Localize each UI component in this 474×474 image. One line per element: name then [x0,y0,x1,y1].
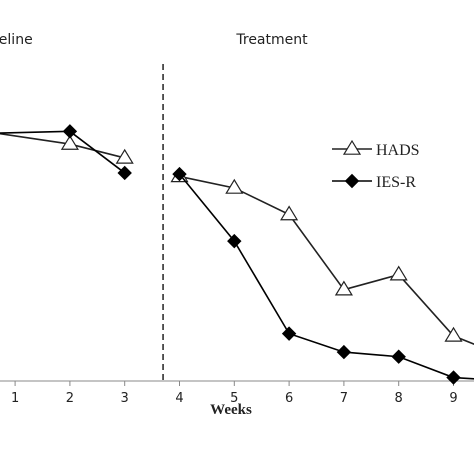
data-point [227,233,242,249]
data-point [60,134,79,150]
x-tick-label: 3 [121,391,129,406]
x-tick-label: 9 [449,391,457,406]
data-point [280,205,299,221]
x-axis-title: Weeks [210,402,252,418]
legend: HADS IES-R [332,139,420,191]
data-point [336,344,352,360]
series-line [178,173,474,380]
phase-label-baseline: Baseline [0,32,33,48]
x-tick-label: 7 [340,391,348,406]
legend-label: HADS [376,142,420,159]
series-ies-r [0,124,474,385]
data-point [225,178,244,194]
series-line [0,130,126,174]
data-point [446,370,461,385]
data-point [389,265,408,281]
x-tick-label: 6 [285,391,293,406]
x-tick-label: 2 [66,391,74,406]
data-point [117,165,132,181]
series-layer [0,124,474,385]
data-point [444,326,463,342]
legend-marker [342,139,362,155]
data-point [391,349,406,364]
x-tick-label: 5 [230,391,238,406]
legend-label: IES-R [376,174,416,191]
data-point [172,166,187,182]
data-point [281,326,297,341]
series-line [179,175,474,345]
x-tick-label: 8 [395,391,403,406]
data-point [62,124,78,139]
phase-label-treatment: Treatment [235,32,308,48]
data-point [334,280,353,296]
series-line [0,132,125,159]
legend-marker [344,173,360,189]
data-point [115,148,134,164]
x-tick-label: 4 [175,391,183,406]
x-tick-label: 1 [11,391,19,406]
series-hads [0,132,474,345]
